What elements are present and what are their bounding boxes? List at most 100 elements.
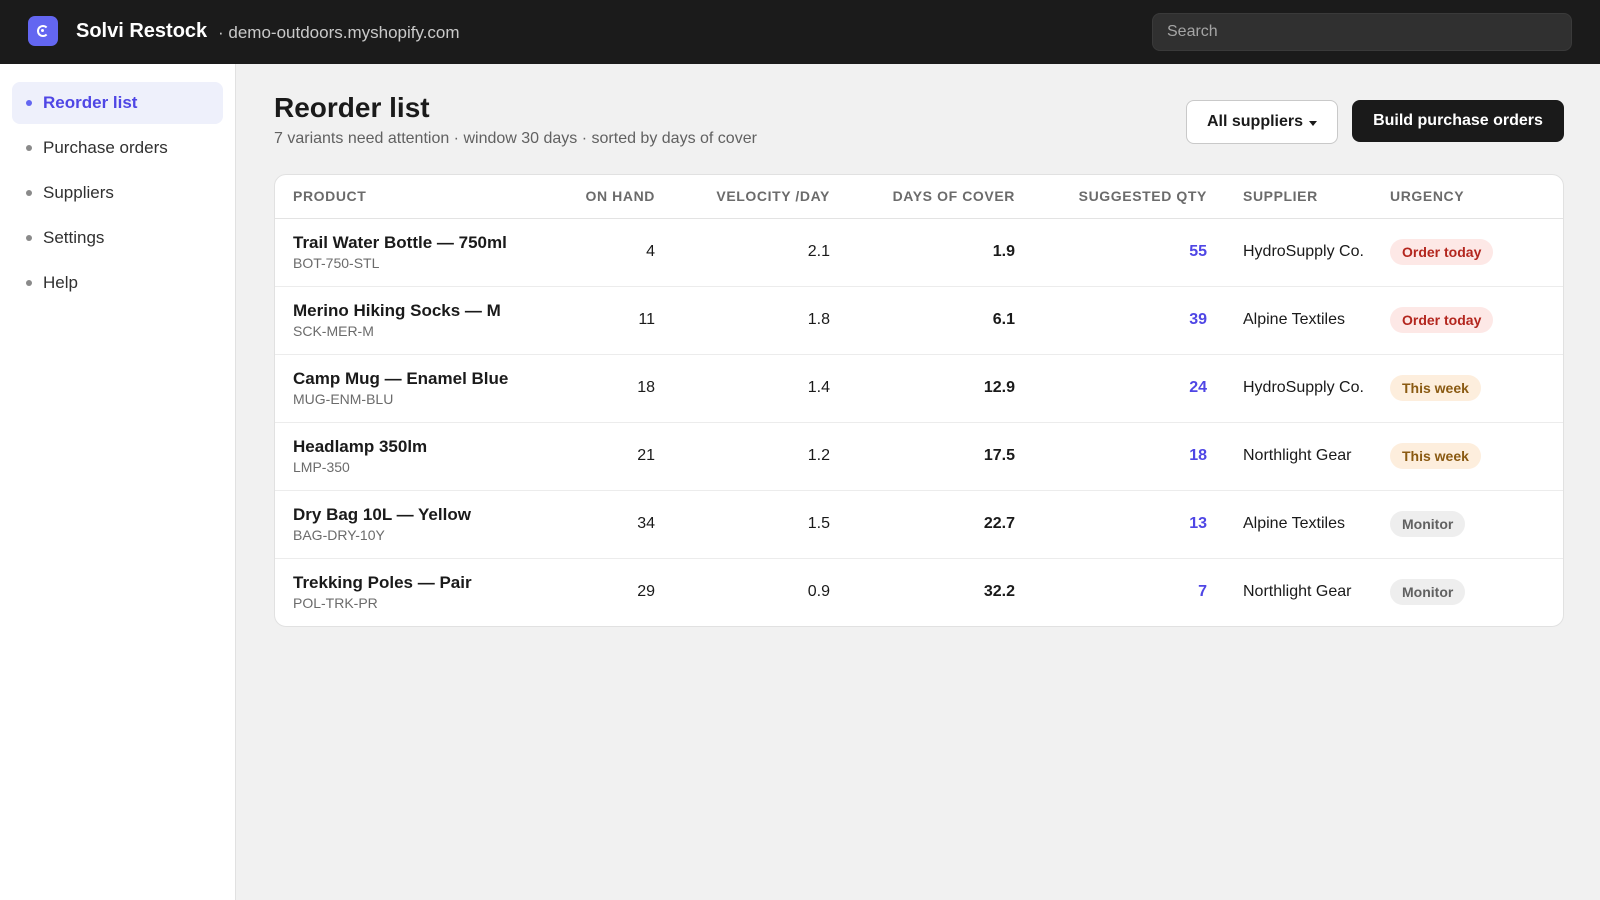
page-subtitle: 7 variants need attention · window 30 da…	[274, 130, 757, 147]
top-bar: Solvi Restock · demo-outdoors.myshopify.…	[0, 0, 1600, 64]
on-hand-cell: 4	[525, 218, 655, 287]
bullet-icon	[26, 235, 32, 241]
reorder-table: PRODUCT ON HAND VELOCITY /DAY DAYS OF CO…	[275, 175, 1563, 626]
urgency-cell: This week	[1390, 422, 1563, 491]
product-name[interactable]: Camp Mug — Enamel Blue	[293, 369, 509, 388]
column-header-product[interactable]: PRODUCT	[275, 175, 525, 219]
table-row[interactable]: Camp Mug — Enamel Blue MUG-ENM-BLU 18 1.…	[275, 354, 1563, 423]
column-header-supplier[interactable]: SUPPLIER	[1207, 175, 1390, 219]
sidebar: Reorder list Purchase orders Suppliers S…	[0, 64, 236, 900]
search-input[interactable]	[1152, 13, 1572, 51]
velocity-cell: 0.9	[807, 583, 830, 601]
on-hand-cell: 11	[525, 286, 655, 355]
product-sku: SCK-MER-M	[293, 323, 374, 339]
sidebar-item-label: Help	[43, 273, 78, 292]
column-header-urgency[interactable]: URGENCY	[1390, 175, 1563, 219]
page-title: Reorder list	[274, 92, 430, 123]
product-cell: Headlamp 350lm LMP-350	[275, 422, 525, 491]
urgency-cell: Monitor	[1390, 490, 1563, 559]
product-cell: Dry Bag 10L — Yellow BAG-DRY-10Y	[275, 490, 525, 559]
days-of-cover-cell: 12.9	[830, 354, 1015, 423]
product-name[interactable]: Dry Bag 10L — Yellow	[293, 505, 471, 524]
sidebar-item-label: Reorder list	[43, 93, 138, 112]
suggested-qty-cell[interactable]: 13	[1015, 490, 1207, 559]
sidebar-item-help[interactable]: Help	[12, 262, 223, 304]
product-sku: MUG-ENM-BLU	[293, 391, 394, 407]
reorder-table-card: PRODUCT ON HAND VELOCITY /DAY DAYS OF CO…	[274, 174, 1564, 627]
product-name[interactable]: Merino Hiking Socks — M	[293, 301, 501, 320]
days-of-cover-cell: 1.9	[830, 218, 1015, 287]
sidebar-item-reorder-list[interactable]: Reorder list	[12, 82, 223, 124]
bullet-icon	[26, 100, 32, 106]
suggested-qty-cell[interactable]: 24	[1015, 354, 1207, 423]
column-header-on-hand[interactable]: ON HAND	[525, 175, 655, 219]
column-header-velocity[interactable]: VELOCITY /DAY	[655, 175, 830, 219]
sidebar-item-label: Settings	[43, 228, 105, 247]
urgency-badge: Order today	[1390, 239, 1494, 265]
table-row[interactable]: Headlamp 350lm LMP-350 21 1.2 17.5 18 No…	[275, 422, 1563, 491]
urgency-cell: This week	[1390, 354, 1563, 423]
app-logo-icon[interactable]	[28, 16, 58, 46]
sidebar-item-label: Purchase orders	[43, 138, 168, 157]
app-name: Solvi Restock	[76, 20, 208, 42]
sidebar-item-purchase-orders[interactable]: Purchase orders	[12, 127, 223, 169]
supplier-cell: HydroSupply Co.	[1207, 218, 1390, 287]
table-header-row: PRODUCT ON HAND VELOCITY /DAY DAYS OF CO…	[275, 175, 1563, 219]
urgency-cell: Order today	[1390, 218, 1563, 287]
urgency-badge: Order today	[1390, 307, 1494, 333]
velocity-cell: 1.2	[655, 422, 830, 491]
on-hand-cell: 21	[525, 422, 655, 491]
urgency-cell: Order today	[1390, 286, 1563, 355]
velocity-cell: 2.1	[655, 218, 830, 287]
suggested-qty-cell[interactable]: 7	[1198, 583, 1207, 601]
product-sku: BAG-DRY-10Y	[293, 527, 385, 543]
product-cell: Trekking Poles — Pair POL-TRK-PR	[275, 558, 525, 626]
column-header-days-of-cover[interactable]: DAYS OF COVER	[830, 175, 1015, 219]
on-hand-cell: 29	[637, 583, 655, 601]
product-sku: POL-TRK-PR	[293, 595, 378, 612]
sidebar-item-label: Suppliers	[43, 183, 114, 202]
urgency-badge: This week	[1390, 375, 1481, 401]
sidebar-item-suppliers[interactable]: Suppliers	[12, 172, 223, 214]
table-row[interactable]: Trekking Poles — Pair POL-TRK-PR 29 0.9 …	[275, 558, 1563, 626]
days-of-cover-cell: 17.5	[830, 422, 1015, 491]
urgency-badge: Monitor	[1390, 579, 1466, 606]
store-domain: · demo-outdoors.myshopify.com	[218, 23, 460, 42]
days-of-cover-cell: 32.2	[983, 583, 1015, 601]
product-cell: Camp Mug — Enamel Blue MUG-ENM-BLU	[275, 354, 525, 423]
product-name[interactable]: Headlamp 350lm	[293, 437, 428, 456]
supplier-cell: HydroSupply Co.	[1207, 354, 1390, 423]
supplier-filter-dropdown[interactable]: All suppliers	[1186, 100, 1338, 144]
table-row[interactable]: Merino Hiking Socks — M SCK-MER-M 11 1.8…	[275, 286, 1563, 355]
product-name[interactable]: Trail Water Bottle — 750ml	[293, 233, 507, 252]
days-of-cover-cell: 6.1	[830, 286, 1015, 355]
chevron-down-icon	[1309, 120, 1318, 126]
product-sku: BOT-750-STL	[293, 255, 380, 271]
sidebar-item-settings[interactable]: Settings	[12, 217, 223, 259]
velocity-cell: 1.8	[655, 286, 830, 355]
days-of-cover-cell: 22.7	[830, 490, 1015, 559]
table-row[interactable]: Dry Bag 10L — Yellow BAG-DRY-10Y 34 1.5 …	[275, 490, 1563, 559]
product-sku: LMP-350	[293, 459, 350, 475]
supplier-cell: Alpine Textiles	[1207, 490, 1390, 559]
velocity-cell: 1.4	[655, 354, 830, 423]
suggested-qty-cell[interactable]: 55	[1015, 218, 1207, 287]
supplier-filter-label: All suppliers	[1206, 113, 1304, 130]
urgency-badge: Monitor	[1390, 511, 1466, 537]
urgency-badge: This week	[1390, 443, 1481, 469]
suggested-qty-cell[interactable]: 18	[1015, 422, 1207, 491]
build-purchase-orders-button[interactable]: Build purchase orders	[1352, 100, 1564, 142]
column-header-suggested-qty[interactable]: SUGGESTED QTY	[1015, 175, 1207, 219]
table-row[interactable]: Trail Water Bottle — 750ml BOT-750-STL 4…	[275, 218, 1563, 287]
suggested-qty-cell[interactable]: 39	[1015, 286, 1207, 355]
bullet-icon	[26, 280, 32, 286]
product-cell: Trail Water Bottle — 750ml BOT-750-STL	[275, 218, 525, 287]
on-hand-cell: 34	[525, 490, 655, 559]
velocity-cell: 1.5	[655, 490, 830, 559]
urgency-cell: Monitor	[1390, 558, 1563, 626]
supplier-cell: Alpine Textiles	[1207, 286, 1390, 355]
product-name[interactable]: Trekking Poles — Pair	[293, 573, 472, 593]
bullet-icon	[26, 190, 32, 196]
on-hand-cell: 18	[525, 354, 655, 423]
supplier-cell: Northlight Gear	[1243, 583, 1352, 601]
